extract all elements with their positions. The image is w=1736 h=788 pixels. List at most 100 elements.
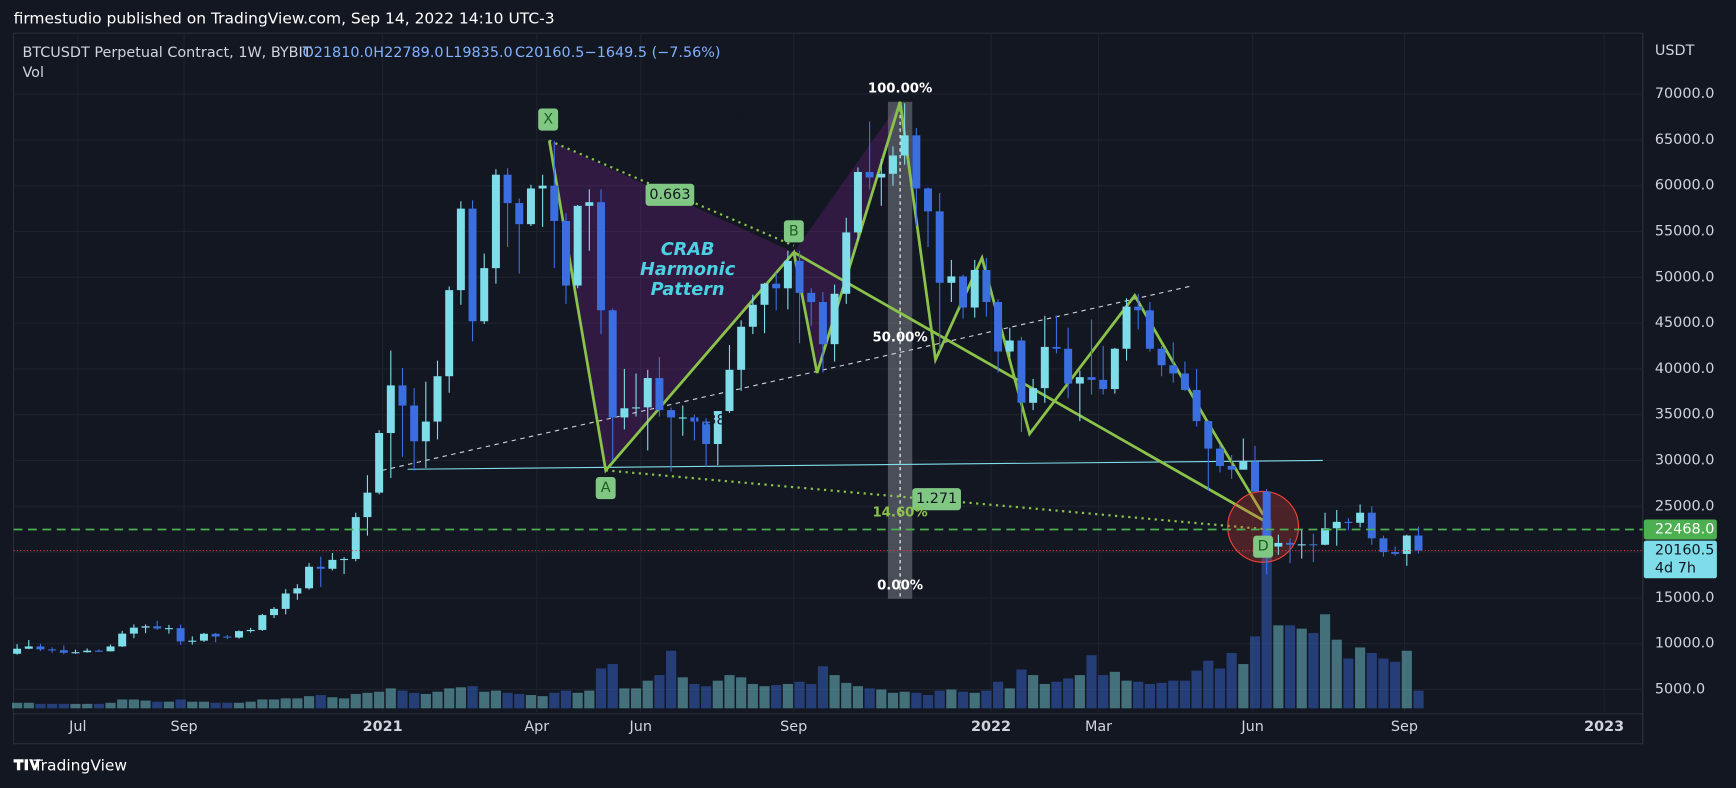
- pattern-point: X: [543, 112, 553, 128]
- candle-body: [199, 633, 208, 641]
- candle-body: [71, 652, 80, 654]
- volume-bar: [1249, 636, 1261, 709]
- volume-bar: [630, 688, 642, 709]
- volume-bar: [560, 690, 572, 709]
- volume-bar: [140, 700, 151, 709]
- y-tick-label: 15000.0: [1655, 590, 1714, 606]
- x-tick-label: Jul: [68, 719, 86, 735]
- volume-bar: [677, 677, 688, 709]
- candle-body: [1204, 421, 1213, 449]
- volume-bar: [1086, 655, 1097, 709]
- point-badge: [595, 477, 616, 500]
- candle-body: [129, 627, 138, 634]
- candle-body: [970, 269, 979, 308]
- candle-body: [351, 517, 360, 559]
- candles: [13, 103, 1423, 655]
- candle-body: [1309, 544, 1318, 546]
- candle-body: [281, 593, 290, 609]
- volume-bar: [47, 703, 58, 709]
- volume-bar: [1133, 681, 1144, 709]
- volume-pane: [12, 520, 1424, 709]
- candle-body: [842, 232, 851, 294]
- candle-body: [1075, 377, 1084, 384]
- volume-bar: [607, 664, 618, 709]
- volume-bar: [642, 680, 653, 709]
- countdown: 4d 7h: [1655, 560, 1696, 576]
- volume-bar: [1401, 650, 1412, 709]
- candle-body: [1110, 348, 1119, 390]
- legend-high: H22789.0: [373, 45, 443, 61]
- candle-body: [1180, 373, 1189, 390]
- candle-body: [1099, 379, 1108, 390]
- legend-open: O21810.0: [302, 45, 373, 61]
- candle-body: [597, 202, 605, 311]
- volume-bar: [1063, 678, 1074, 709]
- candle-body: [748, 304, 757, 327]
- candle-body: [538, 185, 547, 189]
- candle-body: [1379, 538, 1388, 553]
- candle-body: [1169, 365, 1178, 374]
- fib-label: 50.00%: [872, 331, 927, 346]
- candle-body: [118, 633, 127, 647]
- volume-bar: [1261, 520, 1272, 709]
- candle-body: [678, 417, 687, 419]
- y-tick-label: 30000.0: [1655, 452, 1714, 468]
- volume-bar: [514, 693, 525, 709]
- volume-bar: [852, 686, 864, 709]
- volume-bar: [887, 692, 899, 709]
- volume-bar: [934, 690, 945, 709]
- volume-bar: [315, 695, 326, 709]
- candle-body: [585, 202, 594, 206]
- candle-body: [1332, 521, 1341, 529]
- volume-bar: [969, 692, 980, 709]
- candle-body: [468, 208, 477, 322]
- volume-bar: [665, 650, 677, 709]
- candle-body: [13, 648, 22, 654]
- candle-body: [94, 650, 103, 652]
- symbol: BTCUSDT Perpetual Contract, 1W, BYBIT: [22, 45, 311, 61]
- candle-body: [1005, 340, 1014, 352]
- fib-label: 14.60%: [872, 505, 927, 520]
- candle-body: [632, 407, 641, 409]
- candle-body: [456, 208, 465, 291]
- volume-bar: [152, 701, 163, 709]
- volume-bar: [992, 681, 1004, 709]
- volume-bar: [1366, 652, 1377, 709]
- ratio-label: 0.663: [649, 187, 690, 203]
- volume-bar: [595, 668, 607, 709]
- trend-line: [382, 284, 1194, 471]
- candle-body: [667, 410, 676, 418]
- x-tick-label: Sep: [780, 719, 807, 735]
- volume-bar: [1098, 675, 1109, 709]
- candle-body: [503, 174, 512, 204]
- volume-bar: [806, 683, 817, 709]
- y-tick-label: 65000.0: [1655, 132, 1714, 148]
- candle-body: [935, 211, 944, 283]
- volume-bar: [350, 693, 361, 709]
- candle-body: [807, 292, 816, 303]
- volume-bar: [1238, 664, 1249, 709]
- volume-bar: [339, 698, 350, 709]
- pattern-title: CRAB: [661, 240, 715, 260]
- volume-bar: [35, 703, 46, 709]
- volume-bar: [58, 703, 69, 709]
- volume-bar: [467, 686, 478, 709]
- y-tick-label: 10000.0: [1655, 636, 1714, 652]
- volume-bar: [233, 702, 245, 709]
- volume-bar: [1343, 658, 1354, 709]
- volume-bar: [1156, 682, 1167, 709]
- candle-body: [959, 276, 968, 308]
- candle-body: [106, 646, 115, 652]
- published: firmestudio published on TradingView.com…: [14, 9, 555, 27]
- volume-bar: [245, 701, 256, 709]
- candle-body: [1145, 310, 1154, 349]
- candle-body: [1286, 542, 1295, 545]
- volume-bar: [1413, 690, 1424, 709]
- candle-body: [421, 421, 430, 442]
- candle-body: [1414, 535, 1423, 551]
- legend-low: L19835.0: [445, 45, 512, 61]
- y-tick-label: 60000.0: [1655, 178, 1714, 194]
- volume-bar: [409, 692, 420, 709]
- candle-body: [164, 628, 173, 630]
- candle-body: [176, 628, 185, 642]
